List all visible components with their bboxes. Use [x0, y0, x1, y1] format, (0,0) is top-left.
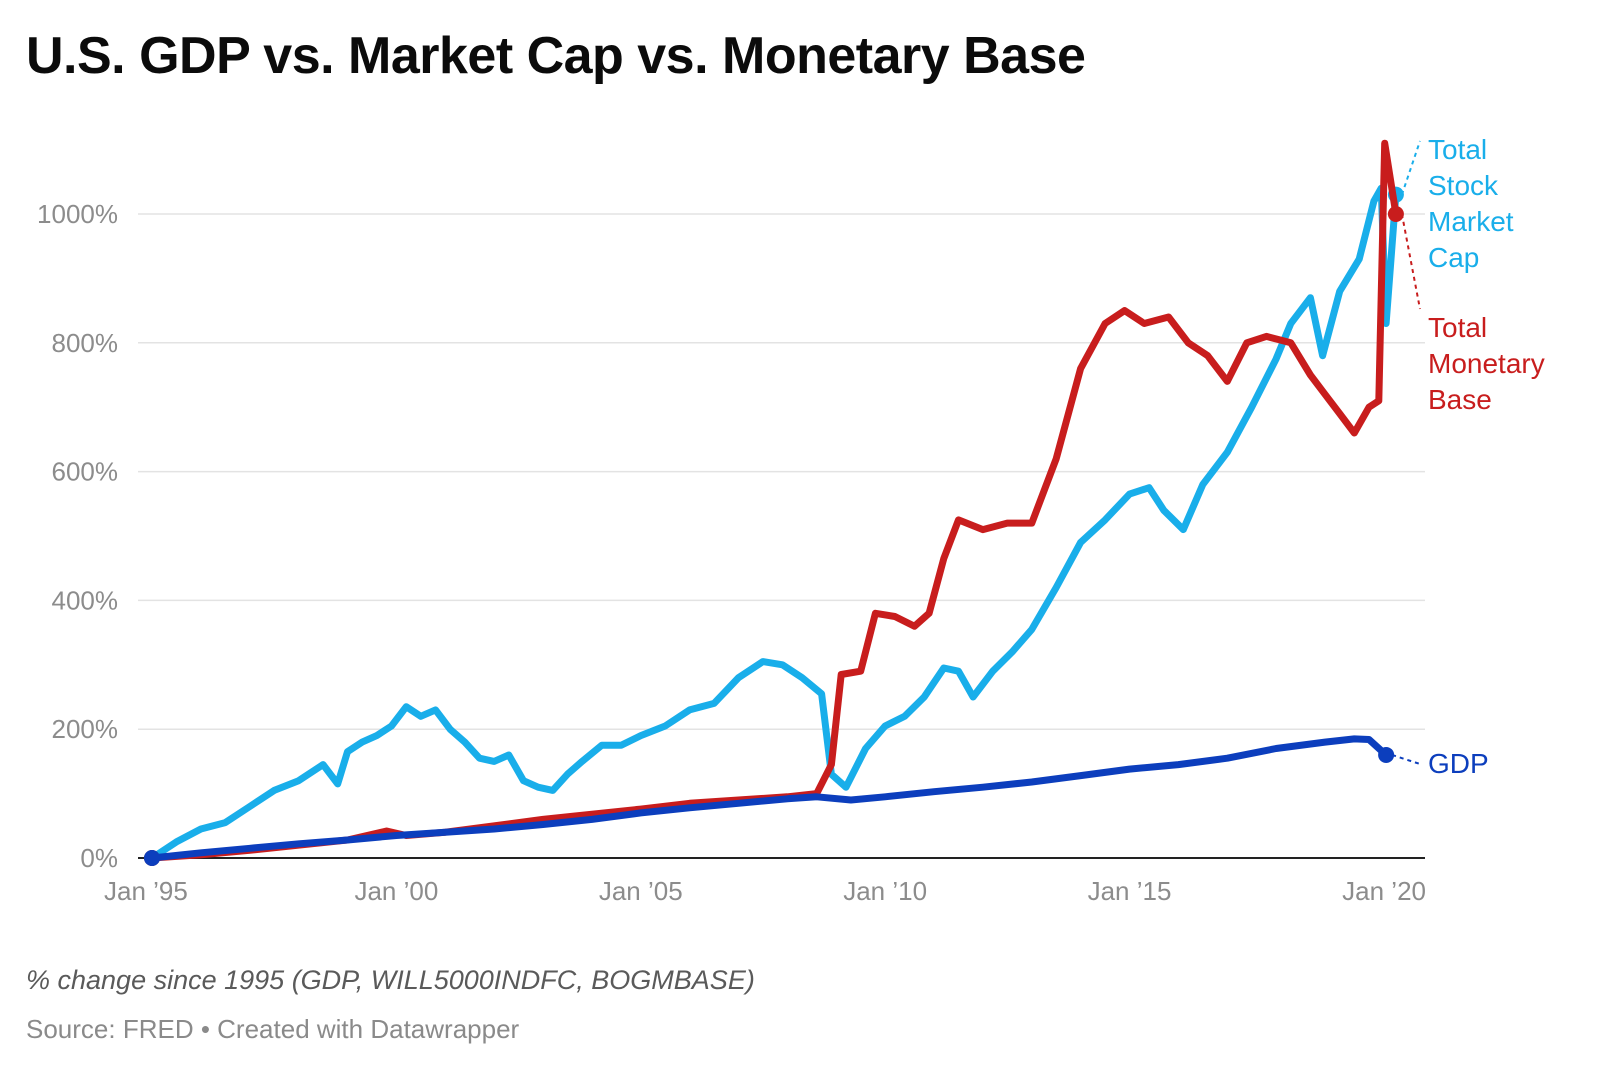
chart-notes: % change since 1995 (GDP, WILL5000INDFC,… — [26, 965, 755, 995]
line-chart: 0%200%400%600%800%1000% Jan ’95 Jan ’00 Ja… — [37, 134, 1545, 906]
series-label-line: Total — [1428, 312, 1487, 343]
y-tick-label: 600% — [52, 457, 119, 487]
y-tick-label: 200% — [52, 714, 119, 744]
end-point-marker — [1387, 206, 1404, 222]
y-axis-ticks: 0% 200% 400% 600% 800% 1000% — [37, 199, 118, 873]
series-line-gdp — [148, 735, 1390, 862]
start-point-marker — [144, 850, 160, 866]
end-point-marker — [1378, 746, 1395, 763]
series-label-line: Monetary — [1428, 348, 1545, 379]
series-label-line: Total — [1428, 134, 1487, 165]
y-tick-label: 800% — [52, 328, 119, 358]
series-label-line: Cap — [1428, 242, 1479, 273]
x-tick-label: Jan ’15 — [1088, 876, 1172, 906]
x-tick-label: Jan ’20 — [1342, 876, 1426, 906]
x-tick-label: Jan ’00 — [354, 876, 438, 906]
x-tick-label: Jan ’05 — [599, 876, 683, 906]
label-connector — [1400, 213, 1421, 310]
series-label-line: GDP — [1428, 748, 1489, 779]
series-line-total-stock-market-cap — [148, 184, 1400, 862]
series-lines — [144, 139, 1404, 866]
gridlines — [138, 213, 1425, 730]
series-label-line: Stock — [1428, 170, 1499, 201]
series-label-line: Base — [1428, 384, 1492, 415]
series-line-total-monetary-base — [148, 139, 1400, 862]
y-tick-label: 400% — [52, 585, 119, 615]
series-labels: Total Stock Market Cap Total Monetary Base GDP — [1391, 134, 1545, 779]
series-label-line: Market — [1428, 206, 1514, 237]
y-tick-label: 0% — [80, 843, 118, 873]
y-tick-label: 1000% — [37, 199, 118, 229]
chart-title: U.S. GDP vs. Market Cap vs. Monetary Bas… — [26, 27, 1086, 85]
chart-source: Source: FRED • Created with Datawrapper — [26, 1014, 520, 1044]
x-tick-label: Jan ’95 — [104, 876, 188, 906]
x-axis-ticks: Jan ’95 Jan ’00 Jan ’05 Jan ’10 Jan ’15 Jan ’… — [104, 876, 1426, 906]
label-connector — [1400, 140, 1421, 195]
label-connector — [1391, 754, 1421, 765]
x-tick-label: Jan ’10 — [843, 876, 927, 906]
